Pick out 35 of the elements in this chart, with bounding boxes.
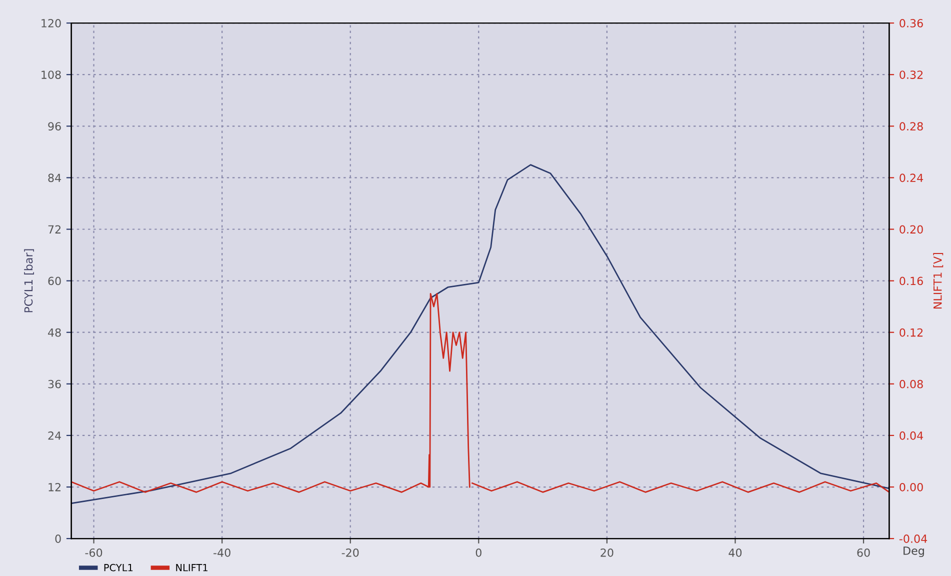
- y2-tick-label: 0.08: [900, 380, 923, 388]
- y-tick-label: 60: [48, 276, 61, 286]
- legend-label: NLIFT1: [176, 564, 208, 572]
- y-tick-label: 84: [48, 174, 61, 182]
- y-axis-title: PCYL1 [bar]: [24, 249, 34, 312]
- y-tick-label: 36: [48, 380, 61, 388]
- y-tick-label: 108: [42, 70, 61, 79]
- y-tick-label: 96: [48, 122, 61, 131]
- y-tick-label: 0: [55, 534, 61, 543]
- x-tick-label: -20: [342, 548, 359, 557]
- x-tick-label: 60: [857, 548, 870, 557]
- x-tick-label: -40: [214, 548, 230, 557]
- x-axis-title: Deg: [904, 546, 924, 558]
- x-tick-label: 20: [600, 548, 614, 557]
- x-tick-label: 40: [728, 548, 742, 557]
- x-tick-label: -60: [85, 548, 102, 557]
- y-tick-label: 120: [42, 19, 61, 28]
- x-tick-label: 0: [476, 548, 482, 557]
- y-tick-label: 72: [48, 225, 60, 234]
- legend-label: PCYL1: [104, 564, 133, 572]
- y2-tick-label: 0.36: [900, 19, 923, 28]
- y2-tick-label: 0.04: [900, 431, 924, 440]
- y2-tick-label: 0.28: [900, 122, 923, 131]
- y-tick-label: 12: [48, 482, 60, 492]
- y2-tick-label: -0.04: [899, 534, 928, 543]
- y2-tick-label: 0.16: [900, 276, 923, 286]
- y2-axis-title: NLIFT1 [V]: [933, 252, 944, 309]
- y2-tick-label: 0.20: [900, 225, 923, 234]
- line-series: [71, 164, 890, 504]
- y-tick-label: 24: [48, 431, 61, 440]
- y2-tick-label: 0.32: [900, 70, 923, 79]
- y2-tick-label: 0.24: [900, 174, 924, 182]
- y2-tick-label: 0.12: [900, 328, 923, 337]
- y2-tick-label: 0.00: [900, 482, 923, 492]
- y-tick-label: 48: [48, 328, 61, 337]
